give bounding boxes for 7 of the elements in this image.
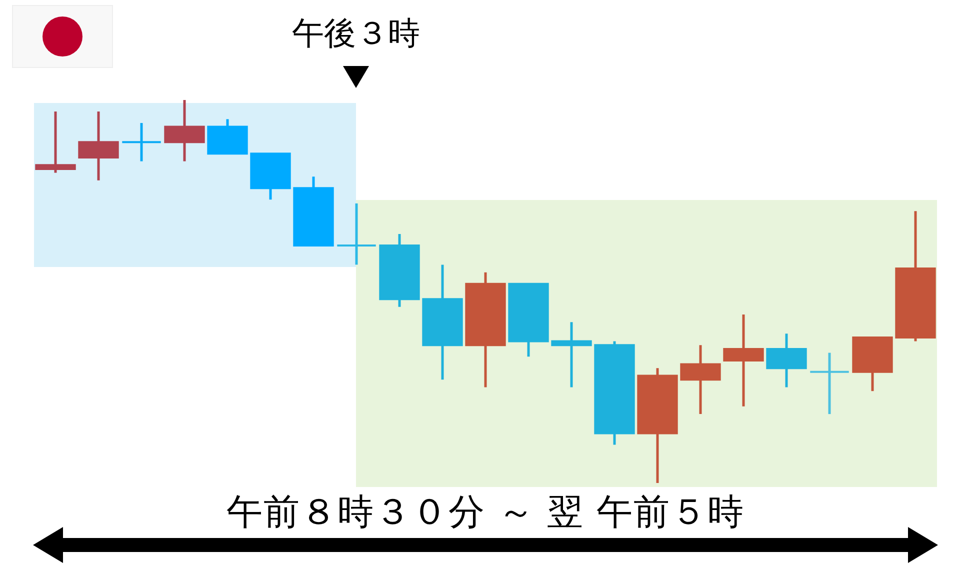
text: 午後３時 [291, 13, 421, 54]
candlestick [336, 202, 377, 266]
candlestick [551, 320, 592, 388]
candlestick [35, 110, 76, 174]
candlestick [121, 122, 162, 163]
candlestick [809, 352, 850, 416]
x-axis-title: 午前８時３０分 ～ 翌 午前５時 [225, 491, 746, 535]
